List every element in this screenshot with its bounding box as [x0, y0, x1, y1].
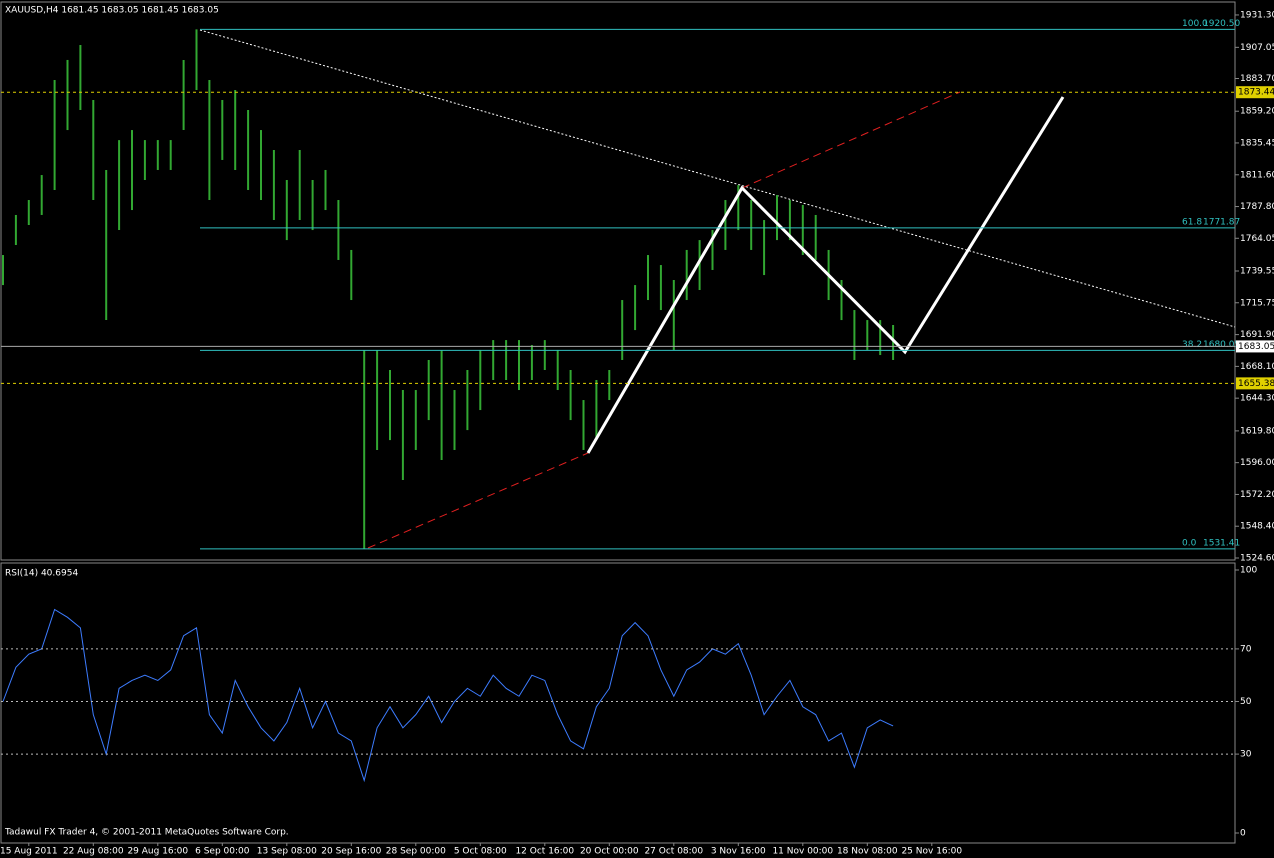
x-tick-label: 22 Aug 08:00 [63, 847, 124, 857]
level-tag [1236, 86, 1274, 99]
y-tick-label: 1596.00 [1240, 458, 1274, 468]
fibo-ratio: 61.8 [1182, 217, 1202, 227]
y-tick-label: 1931.30 [1240, 10, 1274, 20]
y-tick-label: 1572.20 [1240, 490, 1274, 500]
x-tick-label: 27 Oct 08:00 [644, 847, 703, 857]
y-tick-label: 1548.40 [1240, 522, 1274, 532]
price-label: 1683.05 [1238, 342, 1274, 352]
y-tick-label: 1907.05 [1240, 43, 1274, 53]
price-tag [1236, 340, 1274, 353]
x-tick-label: 20 Oct 00:00 [580, 847, 639, 857]
chart-title: XAUUSD,H4 1681.45 1683.05 1681.45 1683.0… [5, 6, 219, 16]
fibo-ratio: 100.0 [1182, 19, 1208, 29]
x-tick-label: 6 Sep 00:00 [195, 847, 250, 857]
y-tick-label: 1691.90 [1240, 330, 1274, 340]
x-tick-label: 5 Oct 08:00 [454, 847, 507, 857]
fibo-price: 1771.87 [1203, 217, 1240, 227]
y-tick-label: 1835.45 [1240, 138, 1274, 148]
y-tick-label: 30 [1240, 750, 1252, 760]
fibo-price: 1531.41 [1203, 538, 1240, 548]
price-pane [0, 1, 1236, 561]
level-tag [1236, 377, 1274, 390]
y-tick-label: 1668.10 [1240, 362, 1274, 372]
x-tick-label: 28 Sep 00:00 [386, 847, 446, 857]
level-label: 1655.38 [1238, 379, 1274, 389]
fibo-price: 1920.50 [1203, 19, 1240, 29]
x-tick-label: 18 Nov 08:00 [837, 847, 898, 857]
fibo-ratio: 38.2 [1182, 340, 1202, 350]
y-tick-label: 1883.70 [1240, 74, 1274, 84]
channel-line [367, 452, 589, 549]
channel-line [741, 91, 961, 189]
x-tick-label: 29 Aug 16:00 [127, 847, 188, 857]
x-tick-label: 11 Nov 00:00 [772, 847, 833, 857]
x-tick-label: 25 Nov 16:00 [901, 847, 962, 857]
x-tick-label: 13 Sep 08:00 [257, 847, 317, 857]
x-tick-label: 3 Nov 16:00 [711, 847, 766, 857]
y-tick-label: 100 [1240, 566, 1257, 576]
level-label: 1873.44 [1238, 88, 1274, 98]
y-tick-label: 1715.75 [1240, 298, 1274, 308]
fibo-price: 1680.05 [1203, 340, 1240, 350]
y-tick-label: 50 [1240, 697, 1252, 707]
fibo-ratio: 0.0 [1182, 538, 1197, 548]
trend-line [199, 29, 1236, 328]
y-tick-label: 1811.60 [1240, 170, 1274, 180]
rsi-pane [0, 562, 1236, 844]
y-tick-label: 1787.80 [1240, 202, 1274, 212]
y-tick-label: 1764.05 [1240, 234, 1274, 244]
x-tick-label: 15 Aug 2011 [0, 847, 58, 857]
rsi-title: RSI(14) 40.6954 [5, 569, 78, 579]
y-tick-label: 70 [1240, 644, 1252, 654]
x-tick-label: 12 Oct 16:00 [515, 847, 574, 857]
y-tick-label: 1739.55 [1240, 266, 1274, 276]
y-tick-label: 1619.80 [1240, 426, 1274, 436]
rsi-line [2, 608, 894, 783]
y-tick-label: 1524.60 [1240, 553, 1274, 563]
wave-projection [586, 96, 1065, 454]
x-tick-label: 20 Sep 16:00 [321, 847, 381, 857]
y-tick-label: 0 [1240, 829, 1246, 839]
y-tick-label: 1859.20 [1240, 107, 1274, 117]
footer: Tadawul FX Trader 4, © 2001-2011 MetaQuo… [4, 828, 289, 838]
marks [2, 29, 895, 783]
y-tick-label: 1644.30 [1240, 394, 1274, 404]
